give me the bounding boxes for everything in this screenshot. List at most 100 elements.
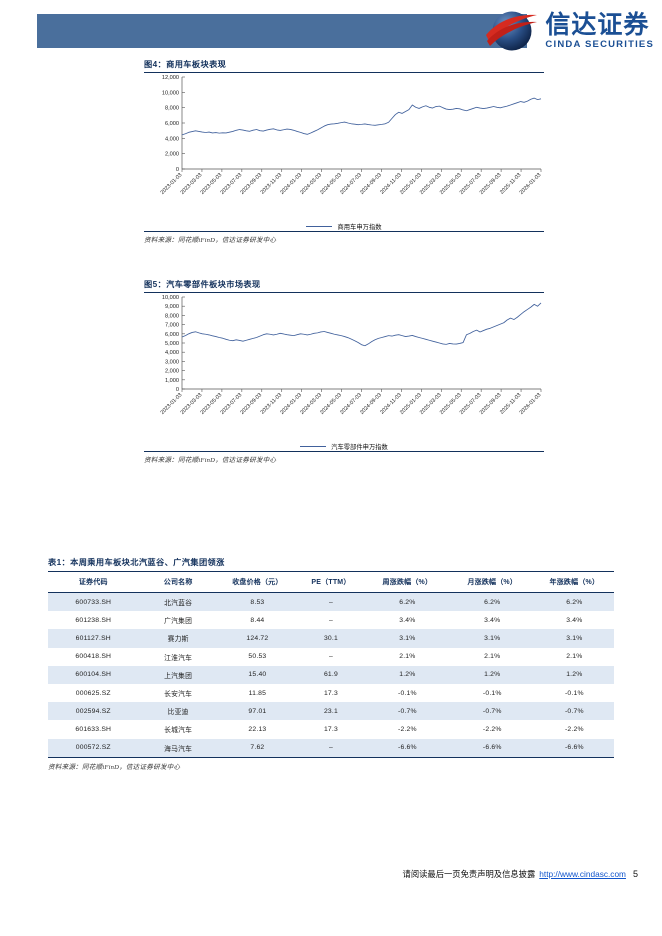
table-cell-1: 长城汽车 [164, 727, 193, 735]
table-cell-5: -0.7% [449, 702, 535, 721]
table-col-header-2: 收盘价格（元） [217, 571, 298, 593]
table-cell-3: 30.1 [297, 629, 365, 648]
table-1-title: 表1：本周乘用车板块北汽蓝谷、广汽集团领涨 [48, 558, 225, 567]
table-cell-5: -6.6% [449, 738, 535, 758]
table-cell-1: 广汽集团 [164, 618, 193, 626]
table-cell-6: 3.4% [566, 616, 583, 624]
table-cell-0: 601127.SH [48, 629, 139, 648]
svg-text:10,000: 10,000 [162, 295, 179, 301]
table-cell-1: 北汽蓝谷 [138, 592, 218, 612]
table-cell-2: 8.44 [250, 616, 265, 624]
figure-5-legend: 汽车零部件申万指数 [144, 442, 544, 451]
table-1-source: 资料来源：同花顺iFinD，信达证券研发中心 [48, 763, 181, 771]
table-cell-6: 1.2% [534, 665, 614, 684]
table-cell-1: 上汽集团 [138, 665, 218, 684]
table-cell-2: 11.85 [248, 689, 267, 697]
table-cell-4: -0.7% [364, 702, 450, 721]
page-number: 5 [632, 869, 638, 879]
table-cell-4: 3.1% [364, 629, 450, 648]
table-cell-2: 7.62 [217, 738, 298, 758]
figure-4-source: 资料来源：同花顺iFinD，信达证券研发中心 [144, 231, 544, 244]
legend-line-swatch [300, 446, 327, 447]
svg-text:9,000: 9,000 [165, 304, 179, 310]
svg-text:3,000: 3,000 [165, 359, 179, 365]
figure-5-title: 图5：汽车零部件板块市场表现 [144, 278, 544, 293]
header-banner-bar [37, 14, 527, 48]
table-cell-4: 1.2% [364, 665, 450, 684]
svg-text:0: 0 [176, 387, 179, 393]
table-cell-1: 比亚迪 [138, 702, 218, 721]
table-row: 002594.SZ 比亚迪 97.01 23.1 -0.7% -0.7% -0.7% [48, 702, 614, 721]
legend-line-swatch [306, 226, 333, 227]
table-cell-0: 600104.SH [48, 665, 139, 684]
figure-4-chart: 0 2,000 4,000 6,000 8,000 10,000 12,000 2023-01… [144, 73, 544, 221]
table-cell-0: 601238.SH [75, 616, 112, 624]
table-col-header-6: 年涨跌幅（%） [534, 571, 614, 593]
table-cell-6: -6.6% [534, 738, 614, 758]
svg-text:7,000: 7,000 [165, 323, 179, 329]
svg-text:8,000: 8,000 [165, 313, 179, 319]
figure-5-source: 资料来源：同花顺iFinD，信达证券研发中心 [144, 451, 544, 464]
table-cell-5: 3.1% [449, 629, 535, 648]
logo-text-en: CINDA SECURITIES [545, 38, 654, 50]
svg-text:2026-01-03: 2026-01-03 [519, 172, 543, 196]
table-cell-0: 000625.SZ [75, 689, 111, 697]
svg-text:5,000: 5,000 [165, 341, 179, 347]
table-cell-0: 002594.SZ [48, 702, 139, 721]
svg-text:2,000: 2,000 [165, 369, 179, 375]
table-cell-3: – [328, 653, 333, 661]
disclaimer-text: 请阅读最后一页免责声明及信息披露 [402, 869, 536, 879]
table-row: 600733.SH 北汽蓝谷 8.53–6.2% 6.2% 6.2% [48, 592, 614, 612]
table-cell-4: -6.6% [364, 738, 450, 758]
table-cell-3: 17.3 [323, 689, 338, 697]
passenger-vehicle-table: 证券代码 公司名称 收盘价格（元） PE（TTM） 周涨跌幅（%） 月涨跌幅（%） 年涨跌幅… [48, 571, 614, 758]
table-cell-2: 8.53 [217, 592, 298, 612]
legend-label: 汽车零部件申万指数 [331, 444, 388, 451]
table-header-row: 证券代码 公司名称 收盘价格（元） PE（TTM） 周涨跌幅（%） 月涨跌幅（%） 年涨跌幅… [48, 571, 614, 593]
table-row: 600418.SH 江淮汽车 50.53 – 2.1% 2.1% 2.1% [48, 648, 614, 666]
svg-text:4,000: 4,000 [165, 136, 179, 142]
table-col-header-4: 周涨跌幅（%） [364, 571, 450, 593]
table-col-header-5: 月涨跌幅（%） [449, 571, 535, 593]
table-cell-4: 6.2% [364, 592, 450, 612]
table-cell-4: 3.4% [399, 616, 416, 624]
table-cell-1: 江淮汽车 [164, 654, 193, 662]
svg-text:2,000: 2,000 [165, 152, 179, 158]
table-body: 600733.SH 北汽蓝谷 8.53–6.2% 6.2% 6.2% 601238.SH 广… [48, 592, 614, 758]
figure-5-block: 图5：汽车零部件板块市场表现 0 1,000 2,000 3,000 4,000 5,00… [144, 278, 544, 464]
table-cell-6: -2.2% [564, 725, 584, 733]
table-col-header-0: 证券代码 [48, 571, 139, 593]
page-header: 信达证券 CINDA SECURITIES [0, 0, 662, 62]
table-cell-0: 601633.SH [75, 725, 112, 733]
table-col-header-3: PE（TTM） [297, 571, 365, 593]
svg-text:6,000: 6,000 [165, 332, 179, 338]
table-cell-6: 3.1% [534, 629, 614, 648]
svg-text:6,000: 6,000 [165, 121, 179, 127]
table-cell-3: 17.3 [323, 725, 338, 733]
table-cell-2: 50.53 [248, 653, 267, 661]
table-cell-6: 6.2% [534, 592, 614, 612]
table-cell-0: 000572.SZ [48, 738, 139, 758]
table-cell-2: 22.13 [248, 725, 267, 733]
table-cell-5: 3.4% [484, 616, 501, 624]
table-cell-0: 600733.SH [48, 592, 139, 612]
table-row: 600104.SH 上汽集团 15.40 61.9 1.2% 1.2% 1.2% [48, 665, 614, 684]
table-cell-1: 长安汽车 [164, 691, 193, 699]
table-cell-3: 23.1 [297, 702, 365, 721]
table-cell-1: 海马汽车 [138, 738, 218, 758]
table-cell-6: -0.7% [534, 702, 614, 721]
legend-label: 商用车申万指数 [337, 224, 382, 231]
table-1-block: 表1：本周乘用车板块北汽蓝谷、广汽集团领涨 证券代码 公司名称 收盘价格（元） PE（… [48, 556, 614, 771]
table-cell-5: 1.2% [449, 665, 535, 684]
table-row: 601127.SH 赛力斯 124.72 30.1 3.1% 3.1% 3.1% [48, 629, 614, 648]
table-col-header-1: 公司名称 [138, 571, 218, 593]
table-cell-2: 15.40 [217, 665, 298, 684]
table-cell-3: – [297, 592, 365, 612]
table-cell-4: -2.2% [397, 725, 417, 733]
table-cell-1: 赛力斯 [138, 629, 218, 648]
cinda-logo-icon [486, 11, 538, 51]
svg-text:0: 0 [176, 167, 179, 173]
svg-text:8,000: 8,000 [165, 106, 179, 112]
company-website-link[interactable]: http://www.cindasc.com [539, 869, 626, 879]
page-footer: 请阅读最后一页免责声明及信息披露 http://www.cindasc.com … [0, 868, 662, 898]
